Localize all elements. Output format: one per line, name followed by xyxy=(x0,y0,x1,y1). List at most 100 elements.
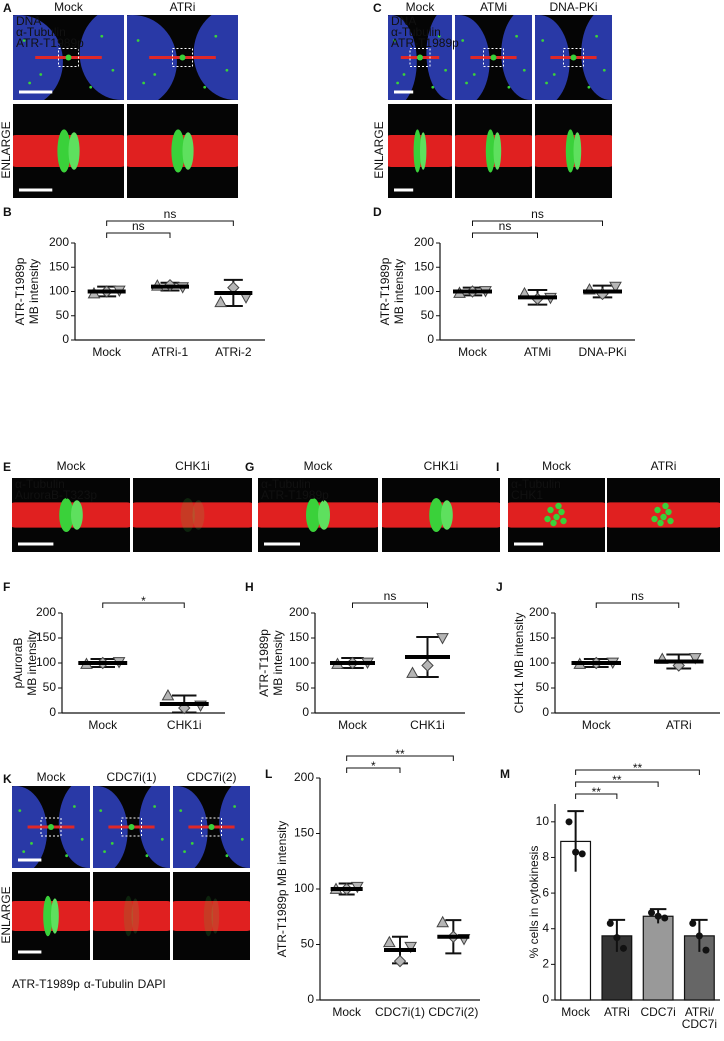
foci xyxy=(465,81,468,85)
significance-bracket xyxy=(352,602,428,608)
foci xyxy=(667,517,674,525)
foci xyxy=(145,854,149,858)
foci xyxy=(142,81,146,85)
y-tick-label: 200 xyxy=(289,605,309,619)
foci xyxy=(587,85,591,89)
midbody-signal xyxy=(306,497,321,533)
y-tick-label: 150 xyxy=(294,826,314,840)
micrograph xyxy=(93,786,170,868)
midbody-signal xyxy=(123,895,134,937)
micrograph xyxy=(382,478,500,552)
foci xyxy=(190,842,194,845)
y-axis-label: MB intensity xyxy=(271,630,285,695)
legend-entry: α-Tubulin xyxy=(84,977,134,991)
enlarge-box xyxy=(201,817,222,837)
foci xyxy=(89,85,93,89)
foci xyxy=(110,842,114,845)
significance-label: ns xyxy=(164,207,177,221)
x-tick-label: ATRi-2 xyxy=(215,345,252,359)
panel-letter: E xyxy=(3,460,11,474)
condition-label: ATRi xyxy=(651,459,677,473)
channel-label: CHK1 xyxy=(511,488,543,502)
x-tick-label: CHK1i xyxy=(167,718,202,732)
nucleus xyxy=(193,15,238,100)
significance-bracket xyxy=(575,793,618,799)
foci xyxy=(461,39,465,42)
channel-label: α-Tubulin xyxy=(391,25,441,39)
micrograph xyxy=(508,478,605,552)
enlarge-label: ENLARGE xyxy=(0,121,13,178)
midbody-signal xyxy=(68,132,80,170)
channel-label: α-Tubulin xyxy=(511,477,561,491)
enlarge-box xyxy=(563,48,584,67)
micrograph xyxy=(258,478,378,552)
micrograph xyxy=(127,104,238,198)
midbody-signal xyxy=(413,129,422,173)
midbody-signal xyxy=(570,54,577,61)
foci xyxy=(665,508,672,516)
y-axis-label: ATR-T1989p MB intensity xyxy=(275,821,289,958)
nucleus xyxy=(139,786,170,868)
x-tick-label: ATRi xyxy=(604,1005,630,1019)
foci xyxy=(437,34,441,38)
foci xyxy=(515,34,518,38)
condition-label: CHK1i xyxy=(424,459,459,473)
replicate-mean xyxy=(161,688,175,701)
foci xyxy=(183,850,186,853)
midbody-signal xyxy=(493,132,502,170)
significance-label: ns xyxy=(132,219,145,233)
replicate-mean xyxy=(572,848,580,856)
replicate-mean xyxy=(609,281,622,294)
y-tick-label: 150 xyxy=(49,259,69,273)
foci xyxy=(111,68,115,72)
significance-label: ns xyxy=(384,589,397,603)
legend-entry: DAPI xyxy=(138,977,166,991)
replicate-mean xyxy=(436,633,449,645)
replicate-mean xyxy=(613,934,621,942)
significance-bracket xyxy=(106,220,234,226)
midbody-signal xyxy=(43,895,53,937)
panel-letter: K xyxy=(3,772,12,786)
foci xyxy=(560,517,567,525)
x-tick-label: ATRi/ CDC7i xyxy=(681,1005,718,1031)
panel-letter: L xyxy=(265,767,272,781)
significance-label: ns xyxy=(631,589,644,603)
x-tick-label: DNA-PKi xyxy=(578,345,626,359)
midbody-signal xyxy=(51,898,59,934)
x-tick-label: Mock xyxy=(332,1005,362,1019)
midbody-signal xyxy=(57,129,71,173)
condition-label: Mock xyxy=(57,459,87,473)
x-tick-label: Mock xyxy=(92,345,122,359)
y-tick-label: 0 xyxy=(62,332,69,346)
condition-label: CDC7i(1) xyxy=(106,770,156,784)
replicate-mean xyxy=(406,666,419,678)
condition-label: DNA-PKi xyxy=(549,0,597,14)
midbody-signal xyxy=(565,129,576,173)
foci xyxy=(431,85,435,89)
channel-label: DNA xyxy=(391,14,416,28)
replicate-mean xyxy=(702,946,710,954)
micrograph xyxy=(12,872,90,960)
foci xyxy=(203,85,207,89)
foci xyxy=(28,81,32,85)
condition-label: ATMi xyxy=(480,0,507,14)
x-tick-label: Mock xyxy=(561,1005,591,1019)
x-tick-label: Mock xyxy=(338,718,368,732)
x-tick-label: Mock xyxy=(458,345,488,359)
enlarge-box xyxy=(40,817,62,837)
y-tick-label: 50 xyxy=(296,680,310,694)
y-tick-label: 0 xyxy=(427,332,434,346)
panel-letter: D xyxy=(373,205,382,219)
replicate-mean xyxy=(648,909,656,917)
significance-label: ns xyxy=(499,219,512,233)
midbody-signal xyxy=(179,54,186,61)
midbody-signal xyxy=(441,500,453,530)
foci xyxy=(402,73,406,76)
significance-label: * xyxy=(141,594,146,608)
foci xyxy=(100,34,104,38)
significance-bracket xyxy=(575,769,700,775)
micrograph xyxy=(13,15,124,100)
foci xyxy=(18,809,22,812)
y-axis-label: MB intensity xyxy=(27,259,41,324)
foci xyxy=(103,850,106,853)
